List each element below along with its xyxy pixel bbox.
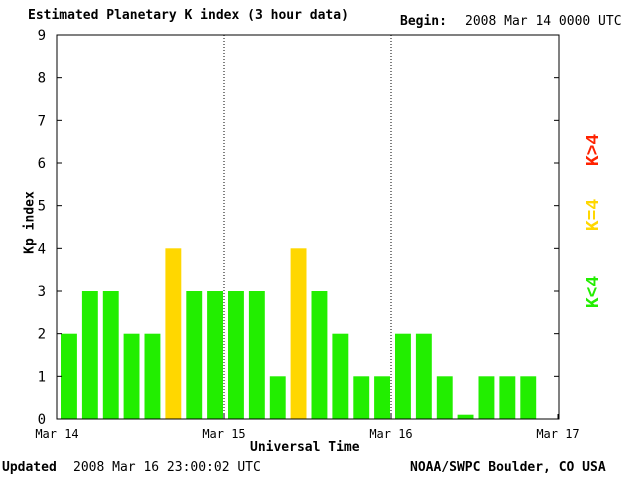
y-tick-label: 9: [38, 28, 46, 44]
kp-bar: [499, 376, 516, 419]
kp-bar: [165, 248, 182, 419]
kp-bar: [290, 248, 307, 419]
kp-bar: [102, 291, 119, 419]
chart-title: Estimated Planetary K index (3 hour data…: [28, 8, 349, 23]
y-tick-label: 5: [38, 199, 46, 215]
updated-value: 2008 Mar 16 23:00:02 UTC: [73, 460, 261, 475]
x-tick-label: Mar 14: [35, 427, 78, 441]
y-axis-label: Kp index: [22, 191, 38, 254]
kp-bar: [415, 333, 432, 419]
updated-label: Updated: [2, 460, 57, 475]
y-tick-label: 4: [38, 241, 46, 257]
x-axis-label: Universal Time: [250, 440, 360, 455]
begin-value: 2008 Mar 14 0000 UTC: [465, 14, 622, 29]
kp-bar: [123, 333, 140, 419]
kp-bar: [81, 291, 98, 419]
kp-bar: [186, 291, 203, 419]
kp-bar: [395, 333, 411, 419]
y-tick-label: 0: [38, 412, 46, 428]
kp-bar: [248, 291, 265, 419]
begin-label: Begin:: [400, 14, 447, 29]
y-tick-label: 3: [38, 284, 46, 300]
y-tick-label: 1: [38, 369, 46, 385]
legend-less: K<4: [584, 275, 605, 309]
kp-bar: [436, 376, 453, 419]
kp-bar: [228, 291, 244, 419]
kp-bar: [269, 376, 286, 419]
y-tick-label: 8: [38, 71, 46, 87]
kp-bar: [207, 291, 223, 419]
x-tick-label: Mar 15: [202, 427, 245, 441]
y-tick-label: 6: [38, 156, 46, 172]
kp-bar: [311, 291, 328, 419]
x-tick-label: Mar 16: [369, 427, 412, 441]
kp-bar: [144, 333, 161, 419]
y-tick-label: 2: [38, 327, 46, 343]
kp-bar: [478, 376, 495, 419]
kp-bar: [374, 376, 390, 419]
x-tick-label: Mar 17: [536, 427, 579, 441]
kp-bar: [61, 333, 77, 419]
kp-bar: [520, 376, 537, 419]
kp-bar: [457, 414, 474, 419]
y-tick-label: 7: [38, 113, 46, 129]
kp-bar: [353, 376, 370, 419]
plot-frame: [56, 34, 560, 420]
legend-equal: K=4: [584, 198, 605, 232]
kp-bar: [332, 333, 349, 419]
credit: NOAA/SWPC Boulder, CO USA: [410, 460, 606, 475]
legend-greater: K>4: [584, 133, 605, 167]
